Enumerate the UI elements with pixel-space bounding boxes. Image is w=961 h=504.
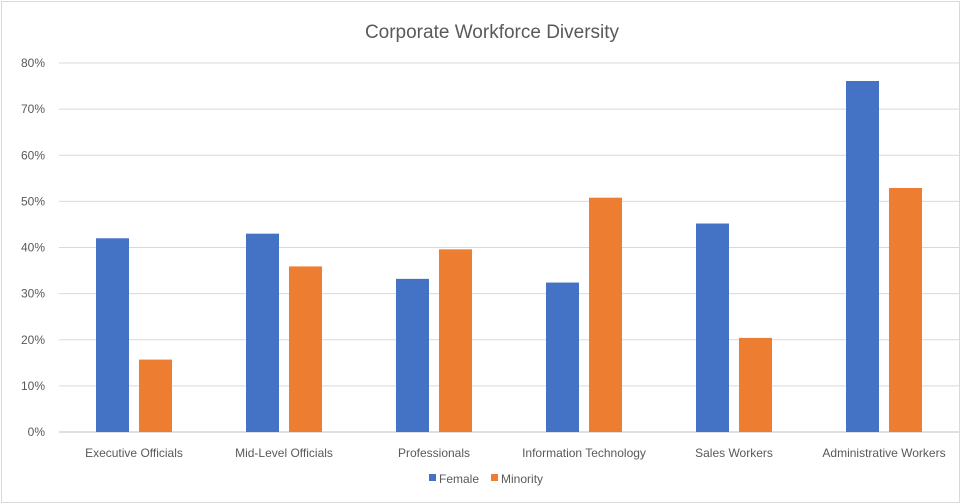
legend-label-female: Female [439,472,479,486]
legend-swatch-female [429,474,436,481]
bars [96,80,922,433]
y-tick-label: 80% [21,56,45,70]
bar-female-2 [396,278,429,432]
bar-minority-4 [739,337,772,432]
bar-minority-1 [289,266,322,432]
legend-label-minority: Minority [501,472,543,486]
x-category-label: Executive Officials [85,446,183,460]
bar-female-4 [696,223,729,432]
bar-female-3 [546,282,579,432]
legend: Female Minority [429,472,543,486]
y-tick-label: 70% [21,102,45,116]
y-tick-label: 50% [21,194,45,208]
chart-title: Corporate Workforce Diversity [365,22,620,43]
bar-minority-0 [139,359,172,432]
gridlines [59,62,959,433]
bar-female-0 [96,238,129,432]
y-tick-label: 60% [21,148,45,162]
bar-minority-5 [889,187,922,432]
y-tick-label: 0% [28,425,46,439]
x-category-label: Professionals [398,446,470,460]
x-category-label: Sales Workers [695,446,773,460]
bar-minority-2 [439,249,472,432]
bar-minority-3 [589,197,622,432]
bar-female-1 [246,233,279,432]
x-category-label: Mid-Level Officials [235,446,333,460]
y-tick-label: 30% [21,287,45,301]
y-axis: 0% 10% 20% 30% 40% 50% 60% 70% 80% [21,56,45,439]
y-tick-label: 10% [21,379,45,393]
y-tick-label: 40% [21,241,45,255]
bar-female-5 [846,80,879,433]
x-axis: Executive Officials Mid-Level Officials Pr… [85,446,945,460]
x-category-label: Administrative Workers [822,446,945,460]
y-tick-label: 20% [21,333,45,347]
x-category-label: Information Technology [522,446,646,460]
legend-swatch-minority [491,474,499,481]
